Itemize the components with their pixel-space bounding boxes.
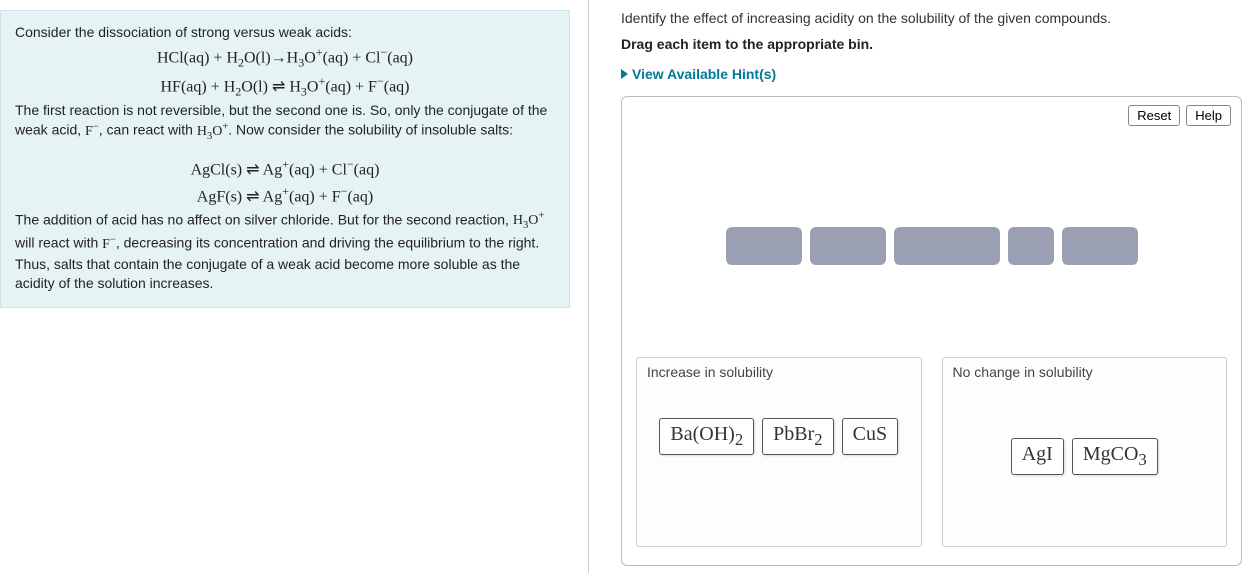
text: The addition of acid has no affect on si…	[15, 211, 513, 227]
equation-4: AgF(s) ⇌ Ag+(aq) + F−(aq)	[15, 183, 555, 208]
source-chip-placeholder[interactable]	[810, 227, 886, 265]
left-panel: Consider the dissociation of strong vers…	[0, 0, 580, 573]
text: . Now consider the solubility of insolub…	[228, 122, 513, 138]
hints-toggle[interactable]: View Available Hint(s)	[621, 66, 1242, 82]
bin-increase[interactable]: Increase in solubility Ba(OH)2 PbBr2 CuS	[636, 357, 922, 547]
equation-1: HCl(aq) + H2O(l)→H3O+(aq) + Cl−(aq)	[15, 44, 555, 71]
formula-h3o-plus: H3O+	[513, 213, 544, 228]
compound-chip[interactable]: PbBr2	[762, 418, 833, 455]
info-para-1: The first reaction is not reversible, bu…	[15, 101, 555, 144]
drag-workspace: Reset Help Increase in solubility Ba(OH)…	[621, 96, 1242, 566]
bin-title: Increase in solubility	[647, 364, 911, 380]
help-button[interactable]: Help	[1186, 105, 1231, 126]
source-chip-placeholder[interactable]	[1062, 227, 1138, 265]
right-panel: Identify the effect of increasing acidit…	[597, 0, 1256, 573]
formula-f-minus: F−	[85, 124, 99, 139]
source-chip-placeholder[interactable]	[1008, 227, 1054, 265]
bin-items: Ba(OH)2 PbBr2 CuS	[647, 418, 911, 455]
equation-3: AgCl(s) ⇌ Ag+(aq) + Cl−(aq)	[15, 156, 555, 181]
source-chip-placeholder[interactable]	[726, 227, 802, 265]
text: will react with	[15, 235, 102, 251]
caret-right-icon	[621, 69, 628, 79]
bin-nochange[interactable]: No change in solubility AgI MgCO3	[942, 357, 1228, 547]
compound-chip[interactable]: Ba(OH)2	[659, 418, 754, 455]
bin-items: AgI MgCO3	[953, 438, 1217, 475]
formula-h3o-plus: H3O+	[197, 124, 228, 139]
compound-chip[interactable]: MgCO3	[1072, 438, 1158, 475]
question-prompt: Identify the effect of increasing acidit…	[621, 10, 1242, 26]
hints-label: View Available Hint(s)	[632, 66, 776, 82]
info-para-2: The addition of acid has no affect on si…	[15, 210, 555, 293]
compound-chip[interactable]: CuS	[842, 418, 898, 455]
reset-button[interactable]: Reset	[1128, 105, 1180, 126]
bins-row: Increase in solubility Ba(OH)2 PbBr2 CuS…	[636, 357, 1227, 547]
workspace-buttons: Reset Help	[1128, 105, 1231, 126]
source-chip-placeholder[interactable]	[894, 227, 1000, 265]
equation-2: HF(aq) + H2O(l) ⇌ H3O+(aq) + F−(aq)	[15, 73, 555, 100]
question-instruction: Drag each item to the appropriate bin.	[621, 36, 1242, 52]
bin-title: No change in solubility	[953, 364, 1217, 380]
text: , can react with	[99, 122, 197, 138]
source-chip-row	[622, 227, 1241, 265]
info-box: Consider the dissociation of strong vers…	[0, 10, 570, 308]
compound-chip[interactable]: AgI	[1011, 438, 1064, 475]
formula-f-minus: F−	[102, 237, 116, 252]
info-intro: Consider the dissociation of strong vers…	[15, 23, 555, 42]
vertical-divider	[588, 0, 589, 573]
